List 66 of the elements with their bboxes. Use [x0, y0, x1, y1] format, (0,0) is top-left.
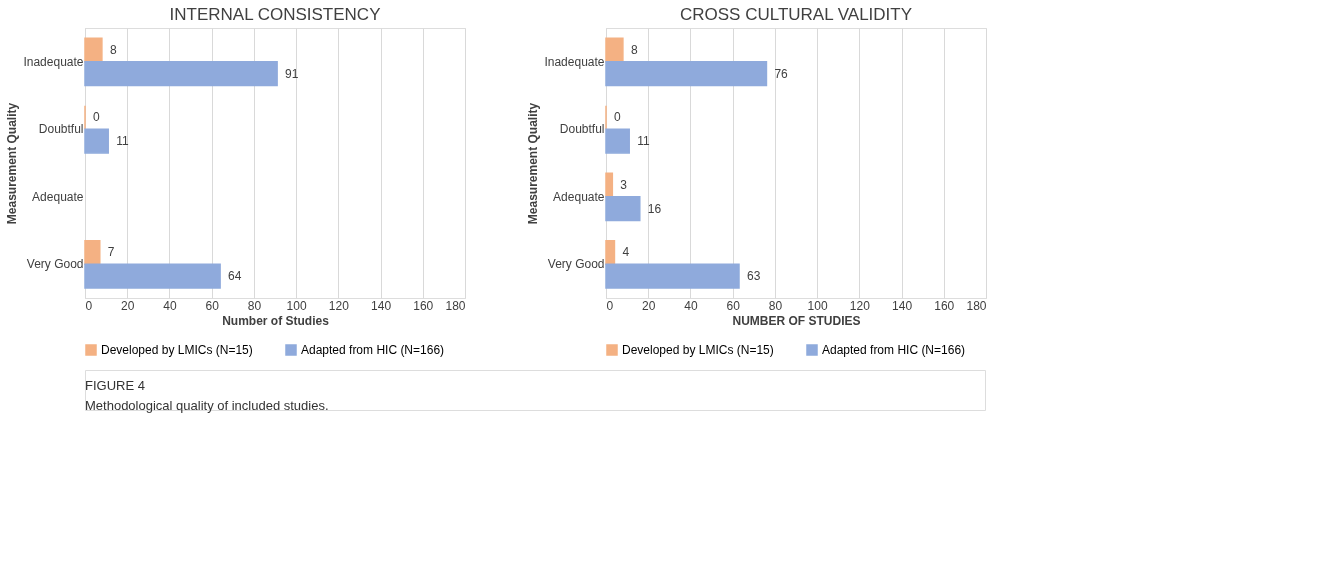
- x-tick-label: 120: [849, 298, 871, 313]
- chart-title: INTERNAL CONSISTENCY: [169, 5, 381, 24]
- x-axis-title: Number of Studies: [222, 313, 330, 328]
- y-tick-label: Inadequate: [23, 54, 84, 69]
- data-label: 8: [109, 42, 117, 57]
- bar: [605, 196, 641, 222]
- bar: [605, 263, 740, 289]
- x-tick-label: 20: [121, 298, 135, 313]
- data-label: 11: [637, 134, 651, 149]
- legend-label: Adapted from HIC (N=166): [301, 343, 445, 357]
- bar: [605, 172, 614, 198]
- bar: [84, 239, 101, 265]
- x-tick-label: 60: [726, 298, 741, 313]
- x-tick-label: 40: [684, 298, 698, 313]
- y-axis-title: Measurement Quality: [5, 102, 20, 225]
- y-tick-label: Doubtful: [38, 122, 84, 137]
- data-label: 0: [614, 110, 621, 125]
- data-label: 3: [620, 177, 628, 192]
- x-tick-label: 180: [966, 298, 987, 313]
- x-tick-label: 140: [371, 298, 392, 313]
- x-tick-label: 80: [247, 298, 262, 313]
- bar: [84, 61, 278, 87]
- data-label: 16: [647, 201, 662, 216]
- data-label: 4: [622, 245, 630, 260]
- data-label: 91: [285, 66, 299, 81]
- data-label: 63: [747, 269, 761, 284]
- x-tick-label: 0: [606, 298, 614, 313]
- x-axis-title: NUMBER OF STUDIES: [732, 313, 861, 328]
- x-tick-label: 100: [807, 298, 828, 313]
- data-label: 76: [774, 66, 789, 81]
- bar: [84, 37, 103, 63]
- data-label: 8: [630, 42, 638, 57]
- bar: [605, 128, 630, 154]
- x-tick-label: 120: [328, 298, 350, 313]
- y-tick-label: Adequate: [32, 189, 84, 204]
- x-tick-label: 160: [934, 298, 955, 313]
- y-tick-label: Very Good: [26, 257, 84, 272]
- y-axis-title: Measurement Quality: [526, 102, 541, 225]
- data-label: 0: [93, 110, 100, 125]
- x-tick-label: 60: [205, 298, 220, 313]
- x-tick-label: 20: [642, 298, 656, 313]
- bar: [605, 239, 616, 265]
- text: Methodological quality of included studies.: [85, 398, 329, 413]
- x-tick-label: 100: [286, 298, 307, 313]
- data-label: 64: [228, 269, 242, 284]
- legend-label: Adapted from HIC (N=166): [822, 343, 966, 357]
- bar: [84, 128, 109, 154]
- x-tick-label: 80: [768, 298, 783, 313]
- x-tick-label: 0: [85, 298, 93, 313]
- legend-label: Developed by LMICs (N=15): [622, 343, 774, 357]
- y-tick-label: Inadequate: [544, 54, 605, 69]
- x-tick-label: 40: [163, 298, 177, 313]
- chart-title: CROSS CULTURAL VALIDITY: [679, 5, 913, 24]
- y-tick-label: Doubtful: [559, 122, 605, 137]
- bar: [605, 37, 624, 63]
- data-label: 11: [116, 134, 130, 149]
- data-label: 7: [107, 245, 115, 260]
- bar: [84, 263, 221, 289]
- bar: [605, 61, 768, 87]
- x-tick-label: 160: [413, 298, 434, 313]
- legend-label: Developed by LMICs (N=15): [101, 343, 253, 357]
- y-tick-label: Very Good: [547, 257, 605, 272]
- x-tick-label: 140: [892, 298, 913, 313]
- caption: FIGURE 4: [85, 378, 145, 393]
- y-tick-label: Adequate: [553, 189, 605, 204]
- x-tick-label: 180: [445, 298, 466, 313]
